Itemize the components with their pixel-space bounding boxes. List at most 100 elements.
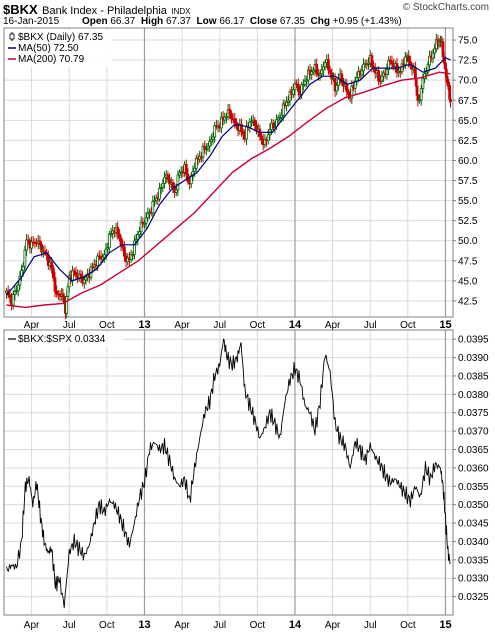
index-name: Bank Index - Philadelphia bbox=[42, 5, 167, 17]
price-candle-body bbox=[194, 157, 198, 169]
price-candle-body bbox=[13, 290, 17, 295]
price-candle-body bbox=[428, 55, 431, 66]
ratio-x-tick-label: Oct bbox=[250, 620, 266, 631]
price-candle-body bbox=[119, 237, 123, 246]
price-candle-body bbox=[117, 233, 121, 239]
price-candle-body bbox=[109, 233, 113, 235]
symbol: $BKX bbox=[3, 2, 38, 17]
price-candle-body bbox=[296, 83, 300, 92]
price-candle-body bbox=[174, 189, 178, 193]
ratio-plot-frame bbox=[3, 329, 454, 616]
price-candle-body bbox=[136, 234, 140, 240]
ratio-y-tick-label: 0.0355 bbox=[458, 482, 489, 493]
price-x-tick-label: Jul bbox=[63, 320, 76, 331]
price-y-tick-label: 57.5 bbox=[458, 176, 478, 187]
price-candle-body bbox=[315, 64, 319, 74]
price-candle-body bbox=[333, 78, 337, 92]
price-candle-body bbox=[40, 243, 44, 253]
price-candle-body bbox=[228, 109, 232, 114]
price-y-tick-label: 70.0 bbox=[458, 76, 478, 87]
price-x-tick-label: Apr bbox=[174, 320, 190, 331]
price-candle-body bbox=[166, 174, 170, 180]
price-candle-body bbox=[388, 59, 392, 62]
price-candle-body bbox=[426, 64, 430, 73]
ma200-line bbox=[6, 71, 451, 309]
price-candle-body bbox=[106, 247, 110, 250]
close-value: 67.35 bbox=[279, 16, 305, 27]
price-candle-body bbox=[263, 139, 267, 146]
ma50-line bbox=[6, 56, 451, 296]
ratio-x-tick-label: Apr bbox=[174, 620, 190, 631]
exchange: INDX bbox=[171, 7, 191, 16]
price-plot-frame bbox=[3, 27, 454, 318]
price-candle-body bbox=[421, 77, 425, 89]
price-candle-body bbox=[66, 286, 70, 297]
ratio-x-tick-label: 13 bbox=[138, 619, 150, 631]
price-candle-body bbox=[206, 145, 210, 150]
price-candle-body bbox=[230, 113, 233, 120]
price-candle-body bbox=[418, 99, 421, 102]
price-x-tick-label: 13 bbox=[138, 319, 150, 331]
price-candle-body bbox=[362, 63, 365, 72]
price-candle-body bbox=[225, 116, 228, 119]
low-label: Low bbox=[196, 16, 217, 27]
price-candle-body bbox=[318, 73, 322, 76]
ratio-x-tick-label: Jul bbox=[213, 620, 226, 631]
price-candle-body bbox=[134, 238, 138, 242]
price-candle-body bbox=[71, 270, 74, 281]
price-x-tick-label: 15 bbox=[439, 319, 451, 331]
price-candle-body bbox=[168, 178, 171, 185]
price-candle-body bbox=[219, 116, 223, 129]
price-candle-body bbox=[350, 85, 354, 99]
price-candle-body bbox=[25, 239, 28, 251]
price-candle-body bbox=[15, 290, 18, 293]
price-y-tick-label: 50.0 bbox=[458, 236, 478, 247]
price-candle-body bbox=[271, 122, 275, 128]
price-candle-body bbox=[345, 84, 349, 93]
price-y-tick-label: 42.5 bbox=[458, 296, 478, 307]
price-candle-body bbox=[53, 277, 57, 292]
price-candle-body bbox=[209, 139, 213, 142]
price-candle-body bbox=[310, 71, 314, 75]
ratio-y-tick-label: 0.0390 bbox=[458, 353, 489, 364]
ratio-y-tick-label: 0.0325 bbox=[458, 592, 489, 603]
ratio-x-tick-label: Apr bbox=[325, 620, 341, 631]
open-label: Open bbox=[82, 16, 108, 27]
price-y-tick-label: 45.0 bbox=[458, 276, 478, 287]
price-x-tick-label: Oct bbox=[250, 320, 266, 331]
close-label: Close bbox=[249, 16, 278, 27]
price-candle-body bbox=[303, 80, 307, 85]
price-candle-body bbox=[241, 131, 245, 135]
price-candle-body bbox=[320, 69, 324, 75]
price-candle-body bbox=[203, 146, 207, 150]
price-candle-body bbox=[138, 231, 141, 235]
price-candle-body bbox=[38, 240, 42, 245]
price-candle-body bbox=[208, 140, 212, 147]
price-candle-body bbox=[211, 136, 215, 141]
ratio-x-tick-label: Jul bbox=[364, 620, 377, 631]
price-candle-body bbox=[322, 66, 325, 71]
price-candle-body bbox=[193, 167, 197, 172]
price-candle-body bbox=[151, 201, 155, 214]
price-candle-body bbox=[245, 126, 248, 140]
price-y-tick-label: 67.5 bbox=[458, 96, 478, 107]
price-candle-body bbox=[123, 246, 126, 257]
price-candle-body bbox=[223, 116, 227, 121]
price-candle-body bbox=[288, 91, 292, 102]
price-candle-body bbox=[55, 290, 59, 295]
price-candle-body bbox=[367, 62, 370, 65]
quote-line: 16-Jan-2015 Open 66.37 High 67.37 Low 66.… bbox=[3, 16, 402, 27]
price-candle-body bbox=[380, 75, 384, 82]
price-candle-body bbox=[139, 221, 143, 233]
price-legend-label: MA(200) 70.79 bbox=[18, 54, 85, 65]
price-x-tick-label: Oct bbox=[99, 320, 115, 331]
ratio-line bbox=[6, 338, 451, 609]
price-candle-body bbox=[171, 182, 175, 188]
price-candle-body bbox=[178, 172, 181, 176]
price-candle-body bbox=[131, 254, 135, 256]
price-candle-body bbox=[385, 69, 389, 75]
price-candle-body bbox=[62, 295, 66, 303]
price-candle-body bbox=[250, 121, 253, 124]
